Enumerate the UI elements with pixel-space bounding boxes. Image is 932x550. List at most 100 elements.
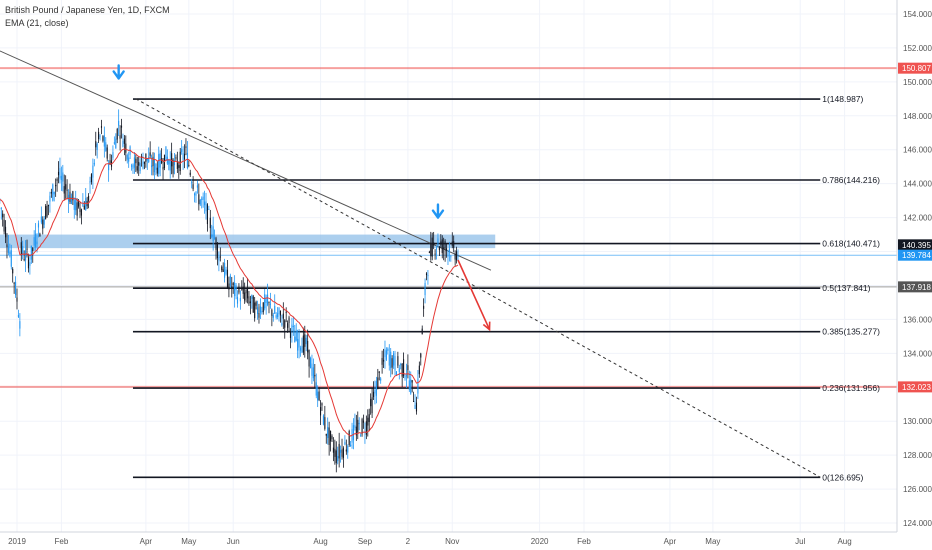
candle-body: [262, 302, 264, 313]
candle-body: [16, 297, 18, 302]
candle-body: [294, 336, 296, 343]
candle-body: [241, 288, 243, 290]
candle-body: [123, 138, 125, 144]
candle-body: [374, 389, 376, 394]
candle-body: [106, 147, 108, 159]
candle-body: [251, 294, 253, 299]
candle-body: [309, 357, 312, 369]
candle-body: [400, 364, 402, 366]
chart-legend: British Pound / Japanese Yen, 1D, FXCM E…: [5, 4, 170, 30]
candle-body: [234, 282, 236, 297]
candle-body: [357, 419, 359, 433]
candle-body: [46, 205, 48, 217]
candle-body: [368, 414, 370, 422]
candle-body: [265, 297, 267, 303]
candle-body: [342, 448, 345, 458]
candle-body: [73, 200, 75, 210]
candle-body: [149, 152, 151, 156]
candle-body: [143, 161, 145, 164]
candle-body: [404, 375, 406, 379]
indicator-label: EMA (21, close): [5, 18, 69, 28]
candle-body: [50, 191, 52, 194]
candle-body: [437, 238, 439, 245]
candle-body: [242, 286, 244, 294]
candle-body: [195, 191, 197, 196]
candle-body: [78, 200, 80, 207]
price-badge: [898, 381, 932, 393]
candle-body: [55, 184, 57, 187]
candle-body: [125, 143, 127, 153]
candle-body: [25, 250, 27, 261]
candle-body: [252, 296, 254, 313]
candle-body: [192, 184, 194, 190]
candle-body: [115, 138, 117, 149]
candle-body: [13, 282, 15, 284]
candle-body: [433, 242, 435, 246]
candle-body: [271, 309, 273, 316]
candle-body: [375, 381, 377, 396]
candle-body: [112, 152, 114, 158]
candle-body: [42, 219, 44, 229]
candle-body: [275, 315, 277, 318]
candle-body: [60, 175, 62, 181]
candle-body: [398, 368, 400, 372]
candle-body: [120, 125, 123, 128]
candle-body: [201, 198, 203, 200]
candle-body: [128, 157, 130, 162]
candle-body: [443, 247, 445, 249]
candle-body: [17, 315, 19, 317]
candle-body: [22, 246, 24, 255]
candle-body: [103, 135, 105, 147]
y-tick-label: 154.000: [903, 10, 932, 19]
candle-body: [2, 213, 4, 218]
candle-body: [218, 256, 220, 261]
candle-body: [215, 238, 217, 250]
candle-body: [312, 367, 314, 379]
candle-body: [428, 251, 430, 253]
candle-body: [297, 338, 299, 351]
candle-body: [135, 158, 137, 164]
candle-body: [98, 131, 100, 140]
candle-body: [236, 297, 239, 304]
candle-body: [388, 354, 390, 366]
candle-body: [168, 159, 170, 165]
candle-body: [169, 159, 171, 171]
x-tick-label: May: [181, 537, 196, 546]
price-badge-label: 137.918: [902, 283, 931, 292]
candle-body: [279, 310, 282, 316]
candle-body: [445, 248, 448, 251]
candle-body: [337, 456, 339, 462]
candle-body: [454, 253, 456, 260]
candle-body: [334, 448, 336, 457]
candle-body: [76, 202, 78, 216]
down-arrow-icon: [112, 64, 125, 80]
candle-body: [138, 161, 140, 166]
candle-body: [102, 136, 104, 141]
candle-body: [146, 158, 148, 161]
candle-body: [226, 269, 229, 288]
candle-body: [318, 391, 320, 401]
candle-body: [430, 242, 432, 257]
candle-body: [418, 365, 420, 375]
x-tick-label: Aug: [313, 537, 327, 546]
candle-body: [165, 146, 167, 161]
candle-body: [345, 449, 347, 452]
candle-body: [255, 301, 257, 306]
candle-body: [19, 321, 21, 329]
candle-body: [228, 283, 230, 290]
candle-body: [66, 189, 68, 191]
candle-body: [40, 216, 42, 223]
candle-body: [36, 241, 38, 245]
fib-level-label: 0.618(140.471): [822, 239, 880, 249]
y-tick-label: 150.000: [903, 78, 932, 87]
candle-body: [341, 449, 343, 457]
candle-body: [397, 356, 399, 366]
y-tick-label: 144.000: [903, 180, 932, 189]
candle-body: [153, 159, 156, 173]
y-tick-label: 124.000: [903, 519, 932, 528]
candle-body: [414, 405, 416, 409]
candle-body: [358, 422, 360, 425]
candle-body: [178, 165, 180, 168]
candle-body: [202, 196, 204, 200]
